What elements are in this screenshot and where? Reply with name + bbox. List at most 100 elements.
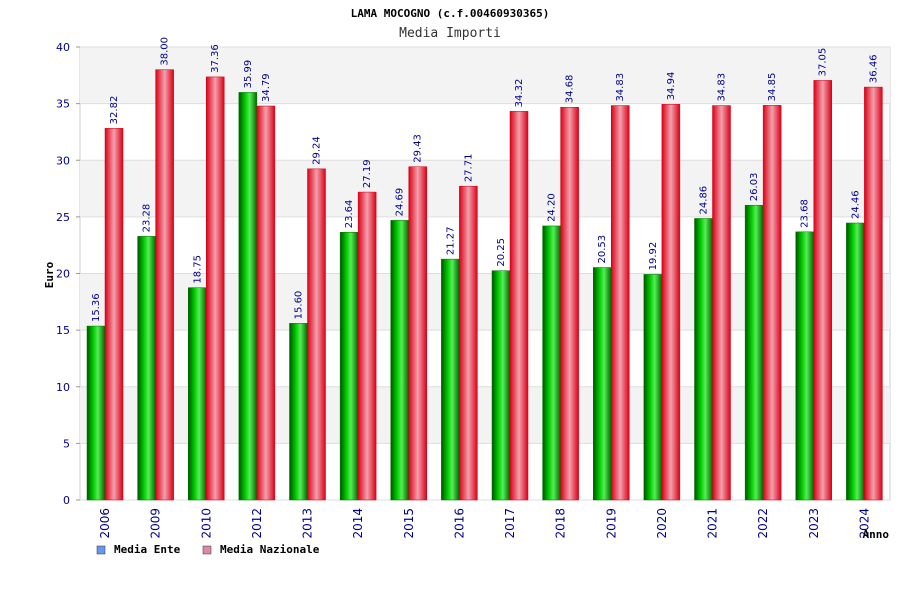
bar-media-nazionale-2024 [864,86,883,501]
bar-media-ente-2013 [289,323,308,501]
bar-media-nazionale-2014 [357,191,377,501]
x-tick-label: 2013 [301,508,315,539]
x-tick-label: 2021 [706,508,720,539]
chart-subtitle: Media Importi [399,26,501,41]
value-label: 36.46 [868,54,879,83]
y-axis-label: Euro [43,261,56,288]
value-label: 26.03 [749,173,760,202]
x-axis-label: Anno [863,528,890,541]
bar-media-ente-2022 [744,204,764,501]
bar-media-ente-2017 [491,270,511,501]
value-label: 32.82 [109,96,120,125]
x-tick-label: 2015 [402,508,416,539]
x-tick-label: 2024 [857,508,871,539]
bar-media-nazionale-2016 [459,185,478,501]
legend: Media Ente Media Nazionale [96,543,320,556]
bar-media-ente-2009 [137,236,156,501]
bar-media-ente-2015 [390,220,409,501]
bar-media-nazionale-2020 [661,104,681,501]
value-labels: 15.36 32.82 23.28 38.00 18.75 37.36 35.99 34.79… [91,37,879,322]
bar-media-ente-2006 [86,325,106,501]
y-tick-label: 20 [56,268,70,281]
value-label: 34.85 [767,73,778,102]
x-tick-label: 2022 [756,508,770,539]
value-label: 15.36 [91,293,102,322]
y-tick-label: 35 [56,98,70,111]
value-label: 34.83 [615,73,626,102]
value-label: 23.28 [142,204,153,233]
value-label: 21.27 [445,226,456,255]
value-label: 38.00 [160,37,171,66]
legend-label-media-ente: Media Ente [114,543,181,556]
x-tick-label: 2016 [452,508,466,539]
value-label: 29.43 [413,134,424,163]
bar-media-nazionale-2013 [307,168,326,501]
x-axis-ticks: 2006 2009 2010 2012 2013 2014 2015 2016 2017 2018… [98,508,871,539]
legend-swatch-media-ente [96,545,106,555]
bar-media-nazionale-2012 [256,105,276,501]
y-tick-label: 40 [56,41,70,54]
x-tick-label: 2019 [604,508,618,539]
value-label: 27.19 [362,159,373,188]
bar-media-ente-2021 [694,218,713,501]
value-label: 29.24 [312,136,323,165]
value-label: 37.05 [818,48,829,77]
value-label: 34.79 [261,73,272,102]
x-tick-label: 2009 [149,508,163,539]
y-tick-label: 0 [63,494,70,507]
y-tick-label: 30 [56,154,70,167]
legend-label-media-nazionale: Media Nazionale [220,543,320,556]
x-tick-label: 2010 [199,508,213,539]
y-tick-label: 5 [63,437,70,450]
x-tick-label: 2018 [554,508,568,539]
value-label: 19.92 [648,242,659,271]
value-label: 34.83 [717,73,728,102]
value-label: 23.68 [800,199,811,228]
bar-media-nazionale-2022 [762,105,782,501]
y-axis-ticks: 0 5 10 15 20 25 30 35 40 [56,41,80,507]
value-label: 34.94 [666,72,677,101]
x-tick-label: 2017 [503,508,517,539]
bar-media-nazionale-2009 [155,69,174,501]
y-tick-label: 15 [56,324,70,337]
value-label: 23.64 [344,200,355,229]
bar-media-nazionale-2006 [104,128,124,501]
value-label: 24.20 [547,193,558,222]
x-tick-label: 2014 [351,508,365,539]
bar-media-ente-2018 [542,225,561,501]
x-tick-label: 2023 [807,508,821,539]
value-label: 24.86 [699,186,710,215]
bar-media-ente-2014 [339,232,359,501]
bar-media-ente-2012 [238,92,258,501]
bar-media-ente-2024 [846,222,865,501]
bar-media-nazionale-2023 [813,80,832,501]
bar-media-ente-2016 [441,258,460,501]
value-label: 18.75 [192,255,203,284]
value-label: 34.32 [514,79,525,108]
chart-title: LAMA MOCOGNO (c.f.00460930365) [351,7,550,20]
legend-swatch-media-nazionale [202,545,212,555]
x-tick-label: 2006 [98,508,112,539]
bar-media-ente-2023 [795,231,814,501]
bar-media-nazionale-2015 [408,166,427,501]
bar-media-nazionale-2019 [611,105,630,501]
bar-media-ente-2019 [593,267,612,501]
value-label: 24.46 [850,190,861,219]
value-label: 35.99 [243,60,254,89]
value-label: 15.60 [294,291,305,320]
bar-media-ente-2010 [188,287,207,501]
value-label: 20.53 [597,235,608,264]
y-tick-label: 25 [56,211,70,224]
x-tick-label: 2020 [655,508,669,539]
value-label: 34.68 [565,75,576,104]
bar-media-nazionale-2018 [560,106,579,501]
bar-media-nazionale-2021 [712,105,731,501]
value-label: 37.36 [210,44,221,73]
bar-media-nazionale-2017 [509,111,529,501]
bar-media-nazionale-2010 [206,76,225,501]
y-tick-label: 10 [56,381,70,394]
value-label: 20.25 [496,238,507,267]
value-label: 24.69 [395,188,406,217]
bar-media-ente-2020 [643,274,663,501]
